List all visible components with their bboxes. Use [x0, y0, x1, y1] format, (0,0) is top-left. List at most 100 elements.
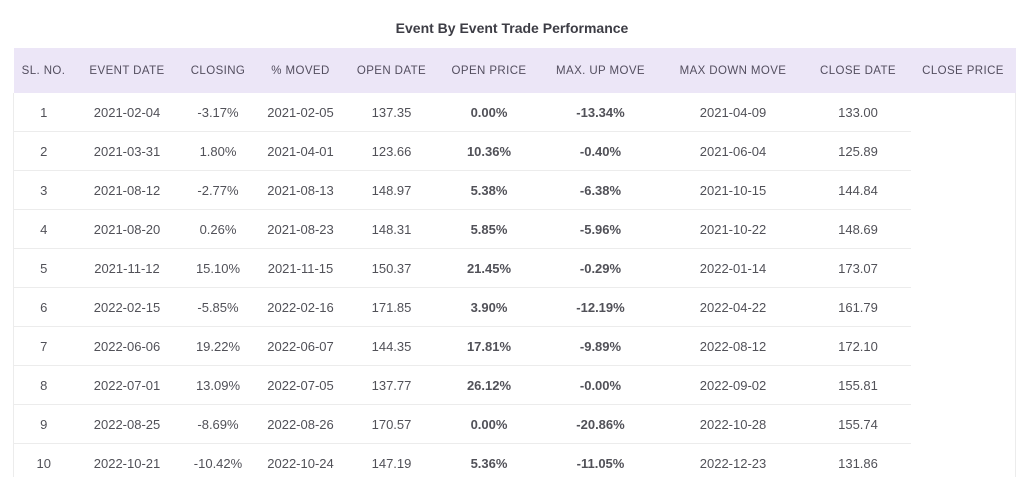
cell-close-price	[910, 365, 1016, 405]
cell-sl-no: 4	[13, 209, 74, 249]
table-row: 5 2021-11-12 15.10% 2021-11-15 150.37 21.45% -…	[13, 248, 1016, 288]
cell-closing: 13.09%	[180, 365, 256, 405]
cell-open-date: 150.37	[345, 248, 438, 288]
cell-sl-no: 2	[13, 131, 74, 171]
cell-max-down-move: 2022-09-02	[660, 365, 806, 405]
cell-close-price	[910, 131, 1016, 171]
cell-open-price: 17.81%	[437, 326, 541, 366]
table-row: 6 2022-02-15 -5.85% 2022-02-16 171.85 3.90% -1…	[13, 287, 1016, 327]
cell-open-price: 5.85%	[437, 209, 541, 249]
cell-sl-no: 3	[13, 170, 74, 210]
cell-max-down-move: 2022-08-12	[660, 326, 806, 366]
cell-event-date: 2022-08-25	[73, 404, 181, 444]
cell-max-up-move: -0.40%	[540, 131, 661, 171]
cell-close-price	[910, 443, 1016, 477]
table-row: 9 2022-08-25 -8.69% 2022-08-26 170.57 0.00% -2…	[13, 404, 1016, 444]
cell-pct-moved: 2022-08-26	[255, 404, 346, 444]
cell-event-date: 2021-02-04	[73, 93, 181, 132]
cell-closing: 19.22%	[180, 326, 256, 366]
cell-close-date: 173.07	[805, 248, 911, 288]
column-header-open-price: OPEN PRICE	[437, 48, 541, 93]
cell-close-price	[910, 287, 1016, 327]
cell-pct-moved: 2022-02-16	[255, 287, 346, 327]
cell-open-date: 148.31	[345, 209, 438, 249]
cell-pct-moved: 2022-07-05	[255, 365, 346, 405]
cell-closing: -3.17%	[180, 93, 256, 132]
column-header-pct-moved: % MOVED	[255, 48, 346, 93]
cell-closing: -2.77%	[180, 170, 256, 210]
cell-max-down-move: 2021-10-22	[660, 209, 806, 249]
cell-open-date: 148.97	[345, 170, 438, 210]
cell-sl-no: 1	[13, 93, 74, 132]
cell-close-date: 155.81	[805, 365, 911, 405]
cell-open-price: 0.00%	[437, 93, 541, 132]
cell-open-date: 147.19	[371, 455, 412, 471]
cell-closing: -8.69%	[180, 404, 256, 444]
table-row: 4 2021-08-20 0.26% 2021-08-23 148.31 5.85% -5.…	[13, 209, 1016, 249]
cell-open-date: 137.35	[345, 93, 438, 132]
column-header-close-price: CLOSE PRICE	[910, 48, 1016, 93]
cell-closing: -10.42%	[193, 455, 243, 471]
cell-max-down-move: 2022-12-23	[699, 455, 767, 471]
cell-event-date: 2022-10-21	[93, 455, 161, 471]
cell-sl-no: 9	[13, 404, 74, 444]
cell-max-up-move: -0.00%	[540, 365, 661, 405]
cell-max-up-move: -12.19%	[540, 287, 661, 327]
cell-open-date: 123.66	[345, 131, 438, 171]
cell-pct-moved: 2022-06-07	[255, 326, 346, 366]
cell-open-date: 170.57	[345, 404, 438, 444]
cell-pct-moved: 2021-04-01	[255, 131, 346, 171]
column-header-sl-no: SL. NO.	[13, 48, 74, 93]
cell-max-down-move: 2021-04-09	[660, 93, 806, 132]
cell-pct-moved: 2021-02-05	[255, 93, 346, 132]
cell-open-price: 5.38%	[437, 170, 541, 210]
cell-sl-no: 7	[13, 326, 74, 366]
cell-close-price	[910, 209, 1016, 249]
cell-closing: 15.10%	[180, 248, 256, 288]
cell-close-date: 161.79	[805, 287, 911, 327]
cell-max-up-move: -13.34%	[540, 93, 661, 132]
cell-event-date: 2022-06-06	[73, 326, 181, 366]
column-header-close-date: CLOSE DATE	[805, 48, 911, 93]
table-row: 7 2022-06-06 19.22% 2022-06-07 144.35 17.81% -…	[13, 326, 1016, 366]
cell-open-price: 21.45%	[437, 248, 541, 288]
cell-close-price	[910, 93, 1016, 132]
cell-closing: 0.26%	[180, 209, 256, 249]
cell-max-up-move: -20.86%	[540, 404, 661, 444]
cell-open-price: 3.90%	[437, 287, 541, 327]
table-row: 3 2021-08-12 -2.77% 2021-08-13 148.97 5.38% -6…	[13, 170, 1016, 210]
cell-max-down-move: 2021-06-04	[660, 131, 806, 171]
cell-close-date: 172.10	[805, 326, 911, 366]
table-row: 10 2022-10-21 -10.42% 2022-10-24 147.19 5.36%…	[13, 443, 1016, 477]
cell-close-date: 148.69	[805, 209, 911, 249]
table-row: 1 2021-02-04 -3.17% 2021-02-05 137.35 0.00% -1…	[13, 93, 1016, 132]
cell-open-date: 171.85	[345, 287, 438, 327]
cell-close-date: 125.89	[805, 131, 911, 171]
cell-max-up-move: -11.05%	[576, 455, 625, 471]
cell-sl-no: 6	[13, 287, 74, 327]
cell-open-price: 5.36%	[470, 455, 508, 471]
cell-close-date: 144.84	[805, 170, 911, 210]
cell-max-up-move: -9.89%	[540, 326, 661, 366]
cell-close-price	[910, 404, 1016, 444]
column-header-max-down-move: MAX DOWN MOVE	[660, 48, 806, 93]
cell-sl-no: 10	[13, 443, 74, 477]
page-title: Event By Event Trade Performance	[395, 20, 629, 36]
cell-sl-no: 8	[13, 365, 74, 405]
cell-closing: -5.85%	[180, 287, 256, 327]
cell-open-price: 10.36%	[437, 131, 541, 171]
trade-performance-table: SL. NO. EVENT DATE CLOSING% MOVED OPEN DATE…	[13, 48, 1016, 477]
cell-pct-moved: 2021-11-15	[255, 248, 346, 288]
cell-close-date: 133.00	[805, 93, 911, 132]
cell-max-up-move: -5.96%	[540, 209, 661, 249]
cell-max-up-move: -6.38%	[540, 170, 661, 210]
cell-max-down-move: 2021-10-15	[660, 170, 806, 210]
cell-max-down-move: 2022-01-14	[660, 248, 806, 288]
cell-close-date: 131.86	[838, 455, 878, 471]
cell-closing: 1.80%	[180, 131, 256, 171]
column-header-closing: CLOSING	[180, 48, 256, 93]
cell-sl-no: 5	[13, 248, 74, 288]
cell-event-date: 2022-02-15	[73, 287, 181, 327]
cell-close-price	[910, 170, 1016, 210]
cell-pct-moved: 2021-08-13	[255, 170, 346, 210]
